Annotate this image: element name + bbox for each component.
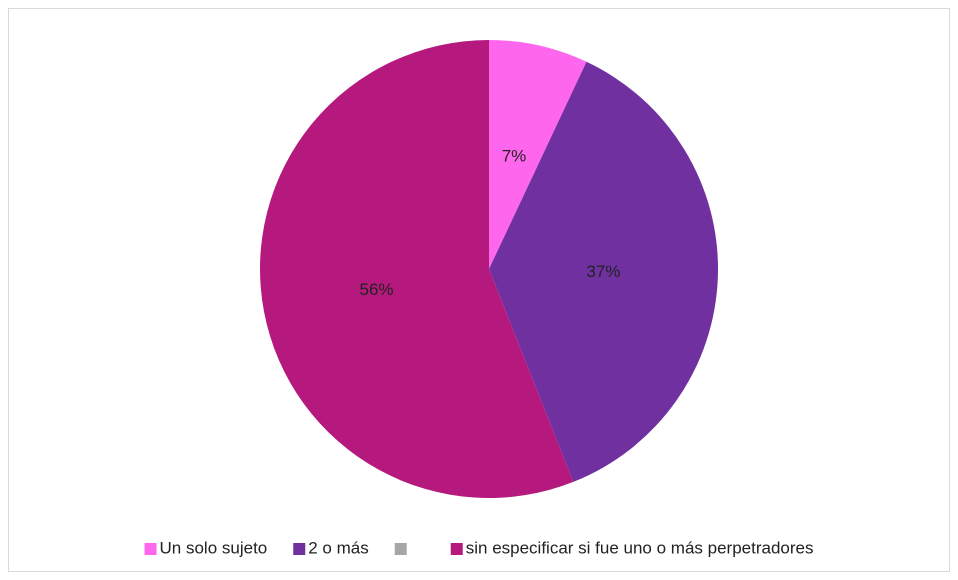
legend-label: sin especificar si fue uno o más perpetr… — [466, 538, 814, 557]
legend-swatch — [394, 543, 407, 555]
data-label: 7% — [502, 147, 527, 166]
data-label: 37% — [586, 262, 620, 281]
legend-label: Un solo sujeto — [160, 538, 268, 557]
pie-slice — [260, 40, 574, 498]
pie-slice — [489, 40, 587, 269]
legend-swatch — [144, 543, 157, 555]
pie-slice — [489, 61, 719, 482]
data-label: 56% — [360, 280, 394, 299]
legend-swatch — [450, 543, 463, 555]
legend-swatch — [293, 543, 306, 555]
legend-label: 2 o más — [308, 538, 368, 557]
